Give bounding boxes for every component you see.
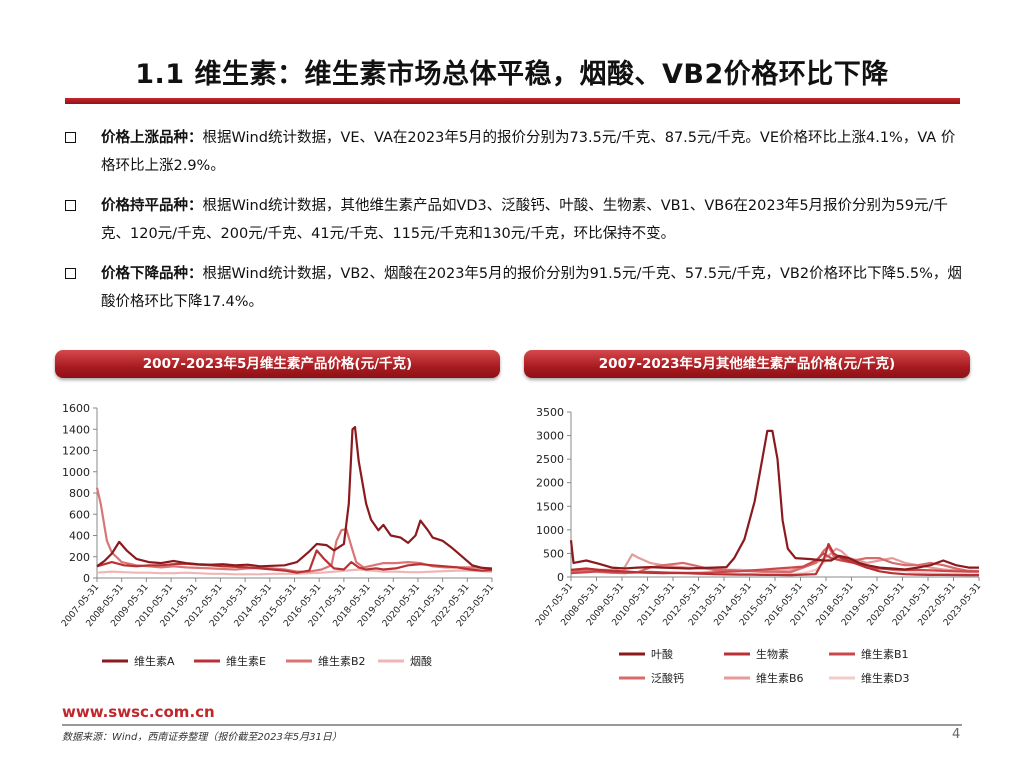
legend-label: 泛酸钙 — [651, 671, 684, 685]
y-tick-label: 500 — [543, 547, 564, 560]
y-tick-label: 1600 — [62, 402, 90, 415]
chart-panel-other-vitamins: 2007-2023年5月其他维生素产品价格(元/千克) 0 500 1000 1500… — [524, 350, 983, 695]
bullet-price-flat: 价格持平品种：根据Wind统计数据，其他维生素产品如VD3、泛酸钙、叶酸、生物素… — [65, 192, 965, 248]
bullet-price-up: 价格上涨品种：根据Wind统计数据，VE、VA在2023年5月的报价分别为73.… — [65, 124, 965, 180]
page-number: 4 — [952, 727, 961, 742]
series-line — [96, 568, 493, 576]
legend-label: 叶酸 — [651, 647, 673, 661]
footer-url[interactable]: www.swsc.com.cn — [62, 703, 215, 721]
bullet-text: 根据Wind统计数据，VE、VA在2023年5月的报价分别为73.5元/千克、8… — [101, 130, 956, 174]
y-tick-label: 1200 — [62, 445, 90, 458]
chart-other-vitamins-price: 05001000150020002500300035002007-05-3120… — [534, 406, 983, 685]
y-tick-label: 1000 — [536, 524, 564, 537]
legend-label: 维生素E — [226, 654, 266, 668]
legend-label: 维生素B1 — [861, 647, 909, 661]
legend-label: 维生素B6 — [756, 671, 804, 685]
bullet-text: 根据Wind统计数据，其他维生素产品如VD3、泛酸钙、叶酸、生物素、VB1、VB… — [101, 198, 948, 242]
y-tick-label: 2000 — [536, 477, 564, 490]
chart-title: 2007-2023年5月其他维生素产品价格(元/千克) — [524, 350, 970, 378]
footer-divider — [62, 724, 962, 726]
y-tick-label: 1000 — [62, 466, 90, 479]
series-line — [570, 547, 979, 572]
series-line — [570, 542, 979, 577]
legend-label: 烟酸 — [410, 654, 432, 668]
bullet-list: 价格上涨品种：根据Wind统计数据，VE、VA在2023年5月的报价分别为73.… — [65, 124, 965, 328]
title-divider — [65, 98, 960, 104]
series-line — [96, 426, 493, 570]
series-line — [570, 545, 980, 575]
bullet-square-icon — [65, 132, 76, 143]
series-line — [96, 549, 493, 574]
y-tick-label: 200 — [69, 551, 90, 564]
y-tick-label: 400 — [69, 530, 90, 543]
data-source-note: 数据来源：Wind，西南证券整理（报价截至2023年5月31日） — [62, 732, 342, 743]
bullet-label: 价格上涨品种： — [101, 130, 203, 146]
bullet-label: 价格持平品种： — [101, 198, 203, 214]
y-tick-label: 600 — [69, 508, 90, 521]
series-line — [95, 487, 493, 573]
y-tick-label: 0 — [83, 572, 90, 585]
legend-label: 维生素B2 — [318, 654, 366, 668]
y-tick-label: 1500 — [536, 500, 564, 513]
series-line — [569, 429, 979, 571]
chart-vitamins-price: 020040060080010001200140016002007-05-312… — [60, 402, 496, 668]
legend-label: 维生素D3 — [861, 671, 909, 685]
bullet-square-icon — [65, 268, 76, 279]
y-tick-label: 2500 — [536, 453, 564, 466]
y-tick-label: 3500 — [536, 406, 564, 419]
bullet-square-icon — [65, 200, 76, 211]
y-tick-label: 800 — [69, 487, 90, 500]
bullet-text: 根据Wind统计数据，VB2、烟酸在2023年5月的报价分别为91.5元/千克、… — [101, 266, 962, 310]
slide-title: 1.1 维生素：维生素市场总体平稳，烟酸、VB2价格环比下降 — [135, 59, 889, 90]
y-tick-label: 0 — [557, 571, 564, 584]
legend-label: 生物素 — [756, 647, 789, 661]
y-tick-label: 3000 — [536, 430, 564, 443]
y-tick-label: 1400 — [62, 423, 90, 436]
chart-title: 2007-2023年5月维生素产品价格(元/千克) — [55, 350, 500, 378]
legend-label: 维生素A — [134, 654, 175, 668]
chart-panel-vitamins: 2007-2023年5月维生素产品价格(元/千克) 0 200 400 600 800 1… — [55, 350, 500, 695]
bullet-label: 价格下降品种： — [101, 266, 203, 282]
bullet-price-down: 价格下降品种：根据Wind统计数据，VB2、烟酸在2023年5月的报价分别为91… — [65, 260, 965, 316]
